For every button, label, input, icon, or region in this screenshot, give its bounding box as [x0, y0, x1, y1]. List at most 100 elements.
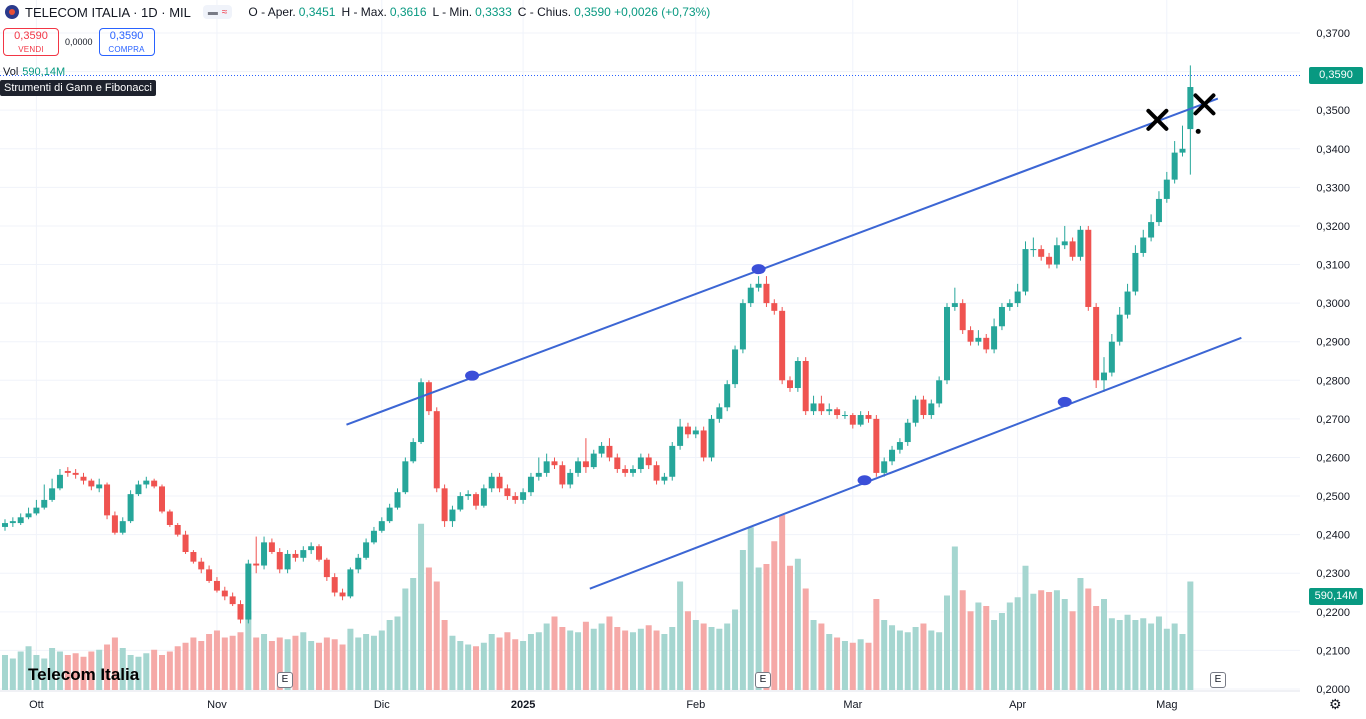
volume-bar: [794, 558, 801, 690]
candle-body: [512, 496, 519, 500]
volume-bar: [127, 655, 134, 690]
candle-body: [1163, 179, 1170, 199]
candle-body: [1014, 291, 1021, 304]
candle-body: [1179, 148, 1186, 153]
channel-drawings[interactable]: [346, 93, 1242, 590]
volume-bar: [473, 646, 479, 690]
candle-body: [9, 521, 16, 524]
candle-body: [425, 382, 432, 412]
candle-body: [284, 553, 291, 570]
candle-body: [841, 415, 848, 417]
volume-bar: [339, 644, 346, 690]
earnings-badge[interactable]: E: [277, 672, 293, 688]
candle-body: [1053, 245, 1060, 265]
volume-bar: [17, 651, 24, 690]
candle-body: [684, 426, 691, 435]
volume-bar: [967, 611, 974, 690]
candle-body: [936, 380, 943, 404]
volume-price-label: 590,14M: [1309, 588, 1363, 605]
volume-bar: [496, 637, 503, 690]
volume-bar: [425, 567, 432, 690]
volume-bar: [841, 641, 848, 690]
candle-body: [1069, 241, 1076, 257]
candle-body: [975, 337, 982, 342]
sell-button[interactable]: 0,3590 VENDI: [3, 28, 59, 56]
candle-body: [473, 494, 479, 506]
candle-body: [323, 559, 330, 578]
volume-bar: [739, 550, 746, 690]
candle-body: [1124, 291, 1131, 315]
candle-body: [1061, 241, 1068, 246]
candle-body: [771, 303, 778, 311]
candle-body: [174, 525, 181, 535]
volume-bar: [135, 656, 142, 690]
candle-body: [802, 361, 809, 412]
volume-bar: [402, 588, 409, 690]
candle-body: [1093, 306, 1100, 381]
volume-bar: [41, 658, 48, 690]
candle-body: [41, 499, 48, 508]
volume-bar: [229, 635, 236, 690]
approx-icon[interactable]: ≈: [221, 6, 228, 18]
volume-bar: [488, 634, 495, 690]
volume-bar: [104, 644, 111, 690]
candle-body: [779, 310, 786, 381]
candle-body: [237, 604, 244, 620]
volume-bar: [1179, 634, 1186, 690]
candle-body: [49, 488, 56, 500]
volume-bar: [159, 655, 165, 690]
settings-icon[interactable]: ⚙: [1329, 696, 1342, 712]
candle-body: [480, 488, 487, 506]
earnings-badge[interactable]: E: [755, 672, 771, 688]
time-tick-label: Nov: [207, 699, 227, 711]
indicator-toggle[interactable]: ▬ ≈: [202, 5, 233, 19]
candle-body: [661, 476, 668, 481]
volume-bar: [543, 623, 550, 690]
volume-bar: [661, 634, 668, 690]
candle-body: [276, 552, 283, 570]
volume-bar: [512, 639, 519, 690]
ohlc-legend: O - Aper. 0,3451 H - Max. 0,3616 L - Min…: [248, 5, 716, 19]
candle-body: [1108, 341, 1115, 373]
candle-body: [151, 480, 158, 487]
price-axis[interactable]: 0,37000,36000,35000,34000,33000,32000,31…: [1300, 0, 1366, 719]
candle-body: [630, 469, 636, 473]
volume-bar: [441, 620, 448, 690]
volume-bar: [1069, 611, 1076, 690]
volume-bar: [653, 630, 660, 690]
candle-body: [763, 283, 770, 304]
buy-button[interactable]: 0,3590 COMPRA: [98, 28, 155, 56]
volume-bar: [1116, 620, 1123, 690]
candle-body: [598, 445, 605, 454]
price-tick-label: 0,3300: [1316, 182, 1350, 194]
candle-body: [535, 472, 542, 477]
candle-body: [645, 457, 652, 466]
candle-body: [88, 480, 95, 487]
symbol-title[interactable]: TELECOM ITALIA · 1D · MIL: [25, 4, 191, 20]
sell-price: 0,3590: [14, 30, 48, 42]
volume-bar: [975, 602, 982, 690]
minus-icon[interactable]: ▬: [207, 6, 218, 18]
candle-body: [104, 484, 111, 516]
volume-bar: [363, 634, 370, 690]
candle-body: [724, 384, 731, 408]
ohlc-high-label: H - Max.: [341, 5, 387, 19]
volume-bar: [755, 567, 762, 690]
candle-body: [159, 486, 165, 512]
volume-bar: [928, 630, 935, 690]
candle-body: [457, 496, 464, 510]
volume-bar: [826, 634, 833, 690]
earnings-badge[interactable]: E: [1210, 672, 1226, 688]
volume-bar: [49, 648, 56, 690]
volume-bar: [1132, 620, 1139, 690]
volume-bar: [637, 628, 644, 690]
volume-bar: [378, 630, 385, 690]
volume-bar: [881, 620, 888, 690]
candle-body: [182, 534, 189, 553]
candle-body: [402, 461, 409, 493]
volume-bar: [1155, 616, 1162, 690]
candle-body: [504, 488, 511, 497]
time-axis[interactable]: Ott Nov Dic 2025 Feb Mar Apr Mag: [0, 690, 1300, 719]
ohlc-close-label: C - Chius.: [517, 5, 572, 19]
